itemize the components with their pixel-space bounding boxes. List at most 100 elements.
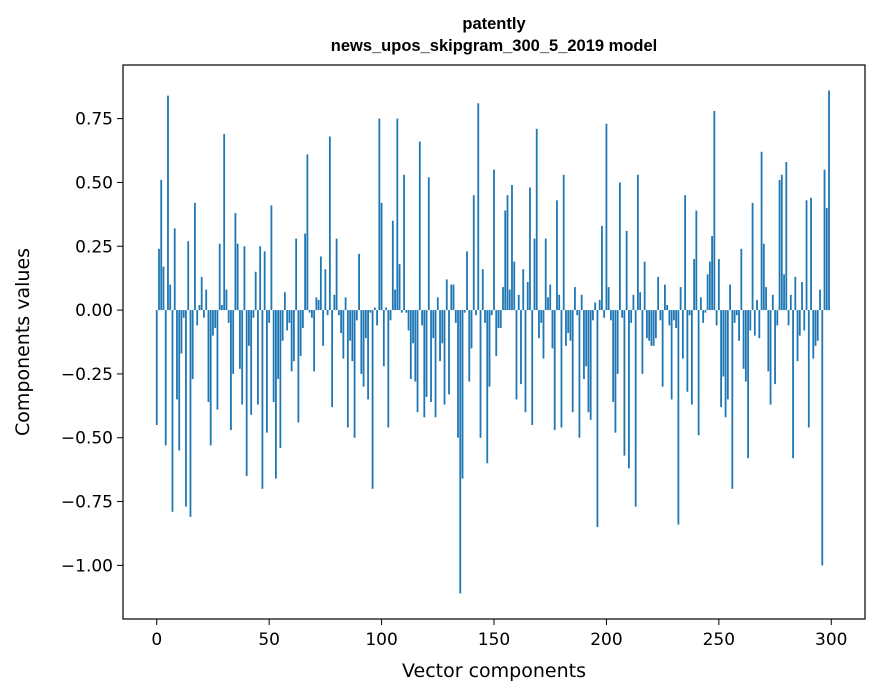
bar-155 (504, 210, 507, 311)
bar-266 (753, 310, 756, 336)
bar-248 (713, 110, 716, 311)
bar-252 (722, 310, 725, 377)
bar-201 (607, 287, 610, 311)
bar-22 (205, 289, 208, 311)
bar-17 (194, 202, 196, 311)
bar-85 (346, 310, 349, 428)
bar-29 (221, 304, 223, 311)
bar-121 (427, 177, 430, 311)
bar-143 (477, 103, 480, 311)
bar-264 (749, 310, 752, 331)
bar-139 (468, 310, 471, 382)
bar-101 (382, 310, 385, 367)
bar-117 (418, 141, 421, 311)
bars-group (155, 90, 830, 594)
bar-82 (340, 310, 342, 334)
bar-124 (434, 310, 437, 418)
bar-126 (439, 310, 441, 362)
bar-162 (520, 310, 522, 385)
bar-265 (751, 202, 754, 311)
bar-6 (169, 284, 172, 311)
bar-18 (196, 310, 199, 326)
bar-97 (373, 307, 376, 311)
bar-223 (657, 276, 660, 311)
bar-225 (661, 310, 664, 387)
bar-60 (290, 310, 293, 372)
bar-290 (807, 310, 810, 428)
bar-120 (425, 310, 428, 397)
bar-2 (160, 179, 163, 311)
y-tick-label: 0.75 (75, 110, 113, 130)
bar-113 (409, 310, 412, 380)
bar-27 (216, 310, 219, 410)
bar-52 (272, 310, 275, 402)
bar-4 (164, 310, 167, 446)
bar-165 (526, 282, 529, 311)
bar-112 (407, 310, 410, 331)
bar-171 (540, 310, 543, 323)
bar-175 (549, 284, 552, 311)
bar-71 (315, 297, 318, 311)
bar-100 (380, 202, 383, 311)
bar-106 (394, 289, 396, 311)
bar-253 (724, 310, 727, 418)
bar-44 (254, 271, 257, 311)
bar-78 (331, 310, 334, 408)
bar-195 (594, 302, 597, 311)
bar-109 (400, 310, 403, 313)
bar-236 (686, 310, 689, 392)
bar-256 (731, 310, 734, 489)
bar-140 (470, 310, 473, 349)
x-axis-ticks: 0 50 100 150 200 250 300 (151, 619, 847, 650)
bar-284 (794, 276, 797, 311)
bar-242 (699, 297, 702, 311)
bar-149 (490, 310, 493, 316)
bar-3 (162, 266, 165, 311)
bar-272 (767, 310, 770, 372)
bar-214 (637, 174, 639, 311)
x-tick-label: 50 (258, 630, 280, 650)
bar-123 (432, 310, 435, 339)
bar-267 (756, 299, 758, 311)
bar-80 (335, 238, 338, 311)
bar-59 (288, 310, 291, 323)
bar-77 (328, 136, 331, 311)
bar-14 (187, 241, 190, 311)
bar-282 (789, 294, 792, 311)
x-axis-label: Vector components (402, 660, 586, 682)
bar-49 (266, 310, 268, 433)
bar-202 (610, 310, 612, 321)
bar-254 (726, 310, 729, 400)
bar-34 (232, 310, 235, 374)
bar-98 (376, 310, 378, 326)
bar-188 (578, 310, 581, 438)
bar-269 (760, 151, 763, 311)
bar-160 (515, 310, 518, 400)
bar-91 (360, 310, 363, 374)
bar-142 (475, 310, 477, 316)
bar-296 (821, 310, 824, 566)
bar-104 (389, 310, 392, 321)
bar-108 (398, 264, 401, 311)
bar-262 (744, 310, 747, 382)
bar-111 (405, 310, 408, 313)
bar-234 (681, 310, 684, 359)
bar-238 (690, 310, 693, 405)
bar-158 (511, 184, 513, 311)
bar-133 (454, 310, 457, 323)
bar-288 (803, 310, 806, 331)
bar-221 (652, 310, 655, 346)
bar-87 (351, 310, 354, 362)
bar-205 (616, 310, 619, 374)
bar-172 (542, 310, 545, 359)
bar-173 (544, 238, 547, 311)
bar-47 (261, 310, 264, 489)
y-tick-label: 0.00 (75, 301, 113, 321)
bar-41 (248, 310, 250, 346)
bar-58 (286, 310, 289, 331)
bar-183 (567, 310, 570, 334)
bar-299 (828, 90, 830, 311)
bar-89 (355, 310, 358, 321)
bar-151 (495, 310, 498, 357)
bar-135 (459, 310, 462, 594)
